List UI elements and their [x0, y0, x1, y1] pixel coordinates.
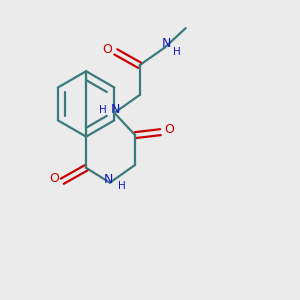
Text: N: N	[162, 38, 171, 50]
Text: O: O	[103, 43, 112, 56]
Text: O: O	[164, 123, 174, 136]
Text: N: N	[104, 172, 113, 186]
Text: H: H	[118, 181, 126, 191]
Text: H: H	[173, 47, 181, 57]
Text: O: O	[49, 172, 59, 185]
Text: N: N	[111, 103, 121, 116]
Text: H: H	[99, 106, 107, 116]
